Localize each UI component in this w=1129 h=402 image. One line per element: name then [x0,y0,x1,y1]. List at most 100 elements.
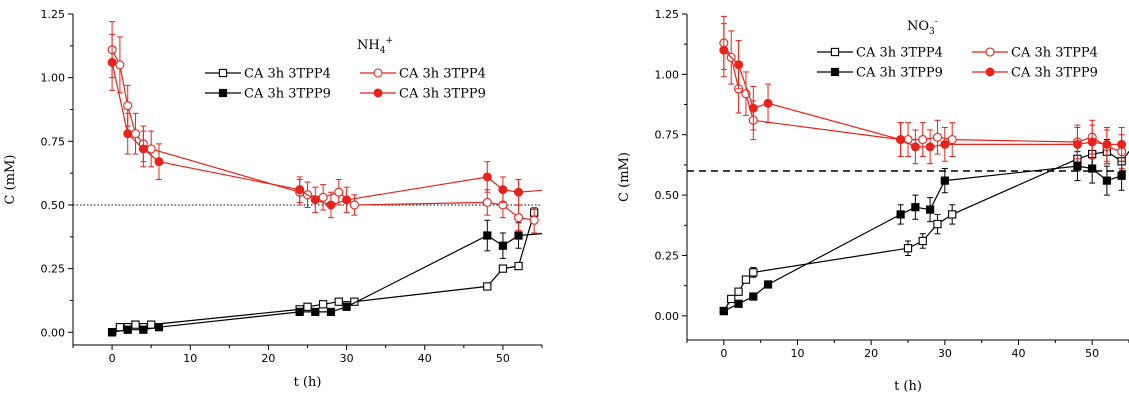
data-point [482,197,492,207]
data-point [1117,171,1126,180]
data-point [498,264,508,273]
data-point [123,129,133,139]
legend-label: CA 3h 3TPP4 [244,67,331,82]
y-tick-label: 0.75 [655,129,680,142]
y-tick-label: 0.75 [41,135,66,148]
data-point [940,139,950,149]
x-tick-label: 10 [791,347,805,360]
data-point [896,210,905,219]
data-point [546,186,554,194]
data-point [546,229,553,236]
data-point [326,307,336,316]
y-tick-label: 1.00 [41,72,66,85]
x-tick-label: 20 [864,347,878,360]
data-point [1102,139,1112,149]
legend-item: CA 3h 3TPP4 [972,46,1098,61]
x-tick-label: 20 [261,352,275,365]
legend-item: CA 3h 3TPP9 [817,66,943,81]
series-line [111,212,535,333]
data-point [910,142,920,152]
data-point [342,302,351,311]
x-tick-label: 30 [938,347,952,360]
x-axis-label: t (h) [894,379,922,394]
data-point [303,302,312,311]
y-axis-label: C (mM) [617,152,632,202]
data-point [154,157,164,167]
legend-item: CA 3h 3TPP4 [360,67,486,82]
y-tick-label: 1.25 [41,8,66,21]
data-point [1102,176,1112,185]
y-tick-label: 1.00 [655,68,680,81]
legend-item: CA 3h 3TPP4 [817,46,943,61]
y-tick-label: 0.50 [655,189,680,202]
data-point [311,307,320,316]
data-point [295,307,304,316]
data-point [318,192,328,202]
legend-label: CA 3h 3TPP4 [856,46,943,61]
data-point [947,135,957,145]
data-point [918,135,928,145]
data-point [734,60,744,70]
data-point [911,203,920,212]
legend-item: CA 3h 3TPP9 [360,87,486,102]
chart-panel-1: 0 10 20 30 40 50 0.00 0.25 0.50 0.75 1.00 1.25 t (h)… [3,8,554,390]
series-3 [107,21,539,234]
legend-marker [830,47,840,57]
data-point [719,306,728,316]
x-tick-label: 0 [720,347,727,360]
x-tick-label: 30 [340,352,354,365]
series-2 [719,151,1126,316]
legend-marker [985,47,995,57]
legend-marker [373,88,383,98]
data-point [115,323,125,332]
data-point [138,144,148,154]
x-tick-label: 40 [1012,347,1026,360]
ion-label: NH4+ [357,36,393,56]
data-point [896,135,906,145]
legend-marker [218,68,228,78]
data-point [326,200,336,210]
data-point [514,231,523,240]
data-point [146,144,156,154]
data-point [310,195,320,205]
data-point [139,325,148,334]
legend-label: CA 3h 3TPP4 [399,67,486,82]
y-axis-label: C (mM) [3,155,18,205]
data-point [130,129,141,139]
data-point [107,57,117,67]
data-point [123,101,133,111]
x-tick-label: 50 [496,352,510,365]
data-point [926,205,935,214]
data-point [295,185,305,195]
data-point [727,294,736,304]
series-4 [107,33,554,219]
data-point [1088,164,1097,173]
data-point [334,187,344,197]
legend-item: CA 3h 3TPP9 [205,87,331,102]
data-point [933,219,942,229]
data-point [925,142,935,152]
legend-label: CA 3h 3TPP4 [1011,46,1098,61]
data-point [154,323,164,332]
data-point [334,297,343,306]
legend-marker [218,88,228,98]
data-point [1087,137,1097,147]
legend-marker [985,67,995,77]
x-axis-label: t (h) [294,375,322,390]
legend-label: CA 3h 3TPP9 [1011,66,1098,81]
plot-area [719,15,1129,316]
data-point [918,236,927,246]
data-point [483,282,492,291]
series-4 [719,23,1127,165]
data-point [948,210,957,219]
data-point [318,300,328,309]
data-point [1073,162,1082,171]
x-tick-label: 0 [109,352,116,365]
legend-item: CA 3h 3TPP9 [972,66,1098,81]
y-tick-label: 0.00 [655,310,680,323]
data-point [107,328,117,337]
data-point [903,244,913,253]
legend-marker [830,67,840,77]
series-line [111,62,542,206]
data-point [719,45,729,55]
